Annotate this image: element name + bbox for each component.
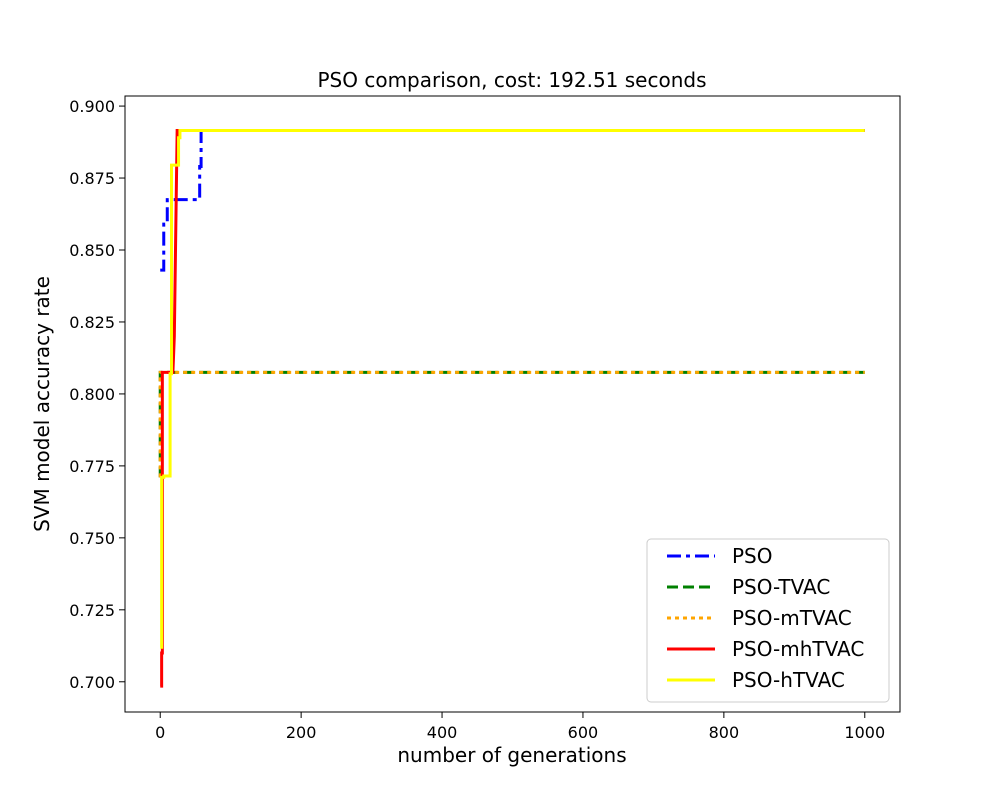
- chart-title: PSO comparison, cost: 192.51 seconds: [317, 68, 706, 92]
- x-tick-label: 400: [427, 723, 458, 742]
- y-axis-ticks: 0.700 0.725 0.750 0.775 0.800 0.825 0.850 0.875…: [69, 97, 125, 692]
- y-tick-label: 0.725: [69, 601, 115, 620]
- series-line-pso: [160, 129, 865, 272]
- plot-frame: [124, 95, 901, 713]
- legend-label: PSO-hTVAC: [732, 668, 845, 692]
- series-line-pso-mtvac: [158, 370, 865, 478]
- series-layer: [158, 129, 865, 688]
- legend-label: PSO-TVAC: [732, 575, 830, 599]
- series-line-pso-htvac: [160, 129, 865, 649]
- x-axis-label: number of generations: [397, 743, 626, 767]
- y-tick-label: 0.900: [69, 97, 115, 116]
- y-tick-label: 0.825: [69, 313, 115, 332]
- y-tick-label: 0.850: [69, 241, 115, 260]
- y-tick-label: 0.775: [69, 457, 115, 476]
- y-axis-label: SVM model accuracy rate: [30, 276, 54, 532]
- legend-label: PSO: [732, 544, 773, 568]
- y-tick-label: 0.700: [69, 673, 115, 692]
- y-tick-label: 0.800: [69, 385, 115, 404]
- x-axis-ticks: 0 200 400 600 800 1000: [155, 712, 885, 742]
- series-line-pso-mhtvac: [160, 129, 865, 688]
- legend-label: PSO-mhTVAC: [732, 637, 864, 661]
- legend-label: PSO-mTVAC: [732, 606, 852, 630]
- x-tick-label: 800: [709, 723, 740, 742]
- x-tick-label: 600: [568, 723, 599, 742]
- y-tick-label: 0.750: [69, 529, 115, 548]
- x-tick-label: 1000: [844, 723, 885, 742]
- x-tick-label: 0: [155, 723, 165, 742]
- y-tick-label: 0.875: [69, 169, 115, 188]
- legend: PSO PSO-TVAC PSO-mTVAC PSO-mhTVAC PSO-hTVAC: [646, 538, 890, 703]
- legend-box: [646, 538, 890, 703]
- x-tick-label: 200: [286, 723, 317, 742]
